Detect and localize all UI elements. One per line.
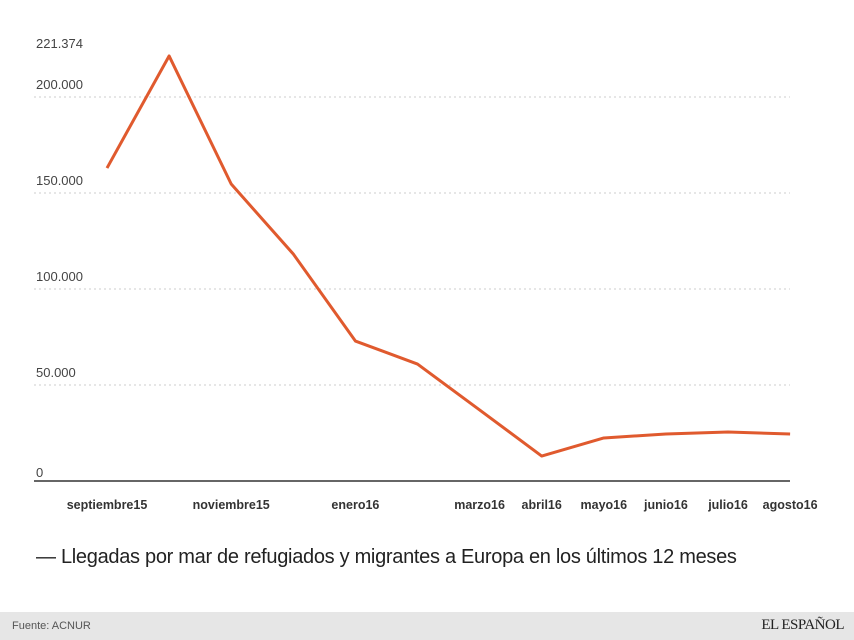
footer-bar: Fuente: ACNUR EL ESPAÑOL	[0, 612, 854, 640]
y-tick-label: 0	[36, 465, 43, 480]
x-tick-label: junio16	[643, 498, 688, 512]
x-tick-label: septiembre15	[67, 498, 148, 512]
series-line	[105, 54, 791, 458]
y-tick-label: 50.000	[36, 365, 76, 380]
x-tick-label: enero16	[331, 498, 379, 512]
x-tick-label: agosto16	[763, 498, 818, 512]
y-tick-label: 150.000	[36, 173, 83, 188]
x-tick-label: noviembre15	[193, 498, 270, 512]
line-chart: 0 50.000 100.000 150.000 200.000 221.374 septi…	[34, 36, 818, 512]
el-espanol-logo: EL ESPAÑOL	[761, 617, 844, 633]
source-note: Fuente: ACNUR	[12, 620, 91, 632]
y-tick-label: 100.000	[36, 269, 83, 284]
legend-entry: — Llegadas por mar de refugiados y migra…	[36, 546, 737, 568]
y-tick-label: 221.374	[36, 36, 83, 51]
x-tick-label: julio16	[707, 498, 748, 512]
y-tick-label: 200.000	[36, 77, 83, 92]
x-tick-label: marzo16	[454, 498, 505, 512]
x-tick-label: mayo16	[581, 498, 628, 512]
x-tick-label: abril16	[522, 498, 562, 512]
